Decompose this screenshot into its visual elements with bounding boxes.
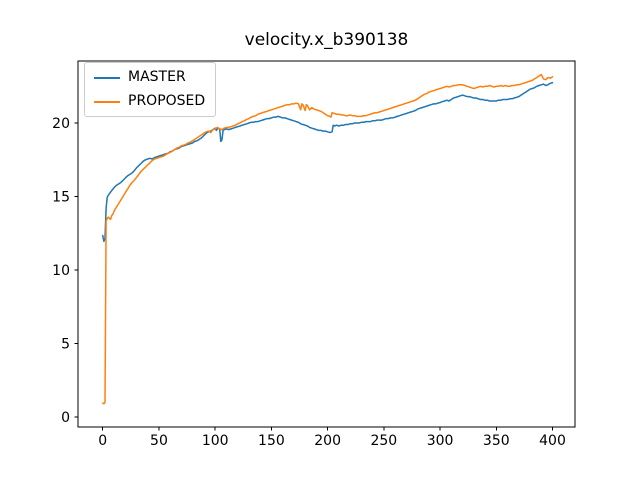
series-line-proposed [101,73,554,405]
y-tick-label: 0 [61,410,70,426]
legend-item-master: MASTER [94,69,205,86]
legend-label: MASTER [128,69,186,85]
x-tick-label: 300 [427,433,454,449]
x-tick-label: 200 [314,433,341,449]
plot-border [77,60,576,428]
x-tick-label: 400 [539,433,566,449]
legend-line-sample [94,100,120,103]
y-tick-label: 15 [52,190,70,206]
y-tick-label: 10 [52,263,70,279]
x-tick-label: 50 [150,433,168,449]
legend-line-sample [94,76,120,79]
legend: MASTER PROPOSED [84,62,217,117]
legend-item-proposed: PROPOSED [94,93,205,110]
x-tick-label: 150 [258,433,285,449]
y-tick-label: 20 [52,116,70,132]
x-tick-label: 250 [370,433,397,449]
chart-title: velocity.x_b390138 [244,30,409,50]
x-tick-label: 0 [98,433,107,449]
x-tick-label: 100 [202,433,229,449]
legend-label: PROPOSED [128,93,206,109]
y-tick-label: 5 [61,337,70,353]
x-tick-label: 350 [483,433,510,449]
